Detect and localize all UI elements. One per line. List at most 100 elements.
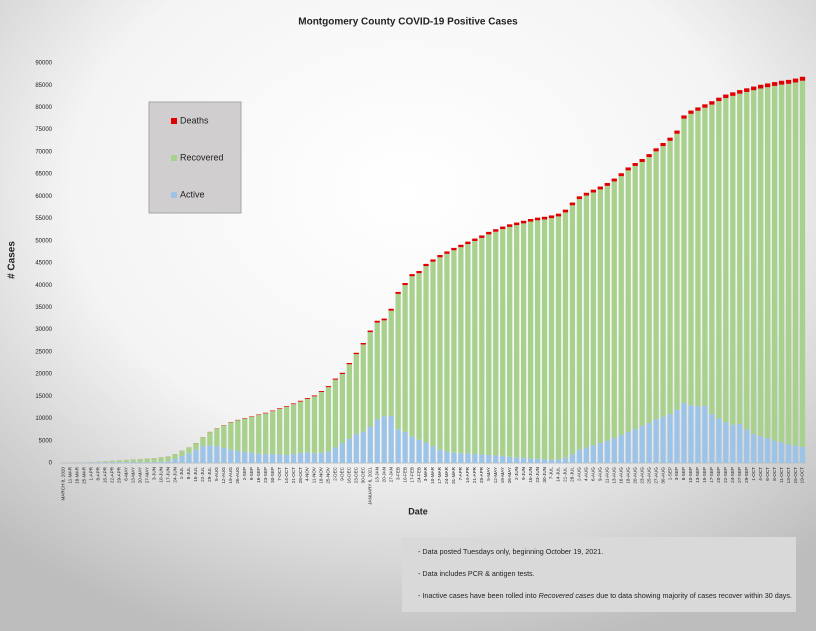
bar-segment: [353, 434, 359, 463]
bar-segment: [507, 226, 513, 457]
x-tick-label: 10-MAR: [430, 466, 435, 484]
bar-segment: [346, 438, 352, 463]
bar-segment: [151, 458, 157, 463]
x-tick-label: 5-MAY: [486, 467, 491, 481]
bar-segment: [325, 387, 332, 452]
x-tick-label: 11-OCT: [779, 467, 784, 483]
bar-segment: [416, 439, 422, 463]
bar-segment: [186, 447, 192, 454]
bar-segment: [269, 411, 276, 455]
bar-segment: [778, 84, 785, 443]
x-tick-label: 24-FEB: [416, 467, 421, 483]
note: - Data posted Tuesdays only, beginning O…: [418, 547, 603, 556]
bar-segment: [751, 434, 757, 463]
x-tick-label: 25-AUG: [646, 467, 651, 484]
y-tick-label: 70000: [35, 149, 52, 155]
bar-segment: [758, 436, 764, 463]
bar-segment: [527, 221, 534, 459]
legend-swatch: [171, 118, 177, 124]
x-tick-label: 15-JUL: [193, 467, 198, 482]
x-tick-label: 13-AUG: [611, 467, 616, 484]
x-tick-label: 7-JUL: [549, 467, 554, 480]
bar-segment: [263, 454, 269, 463]
bar-segment: [339, 372, 346, 374]
x-tick-label: 20-SEP: [716, 467, 721, 483]
y-tick-label: 75000: [35, 127, 52, 133]
x-tick-label: 8-APR: [96, 466, 101, 480]
x-tick-label: 7-APR: [458, 466, 463, 480]
bar-segment: [297, 401, 304, 453]
x-tick-label: 7-OCT: [277, 467, 282, 481]
y-tick-label: 45000: [35, 261, 52, 267]
bar-segment: [116, 460, 122, 463]
bar-segment: [583, 447, 590, 463]
bar-segment: [228, 449, 234, 463]
bar-segment: [409, 276, 415, 437]
bar-segment: [472, 238, 478, 241]
bar-segment: [318, 452, 325, 463]
bar-segment: [625, 167, 631, 171]
bar-segment: [744, 429, 750, 463]
x-tick-label: 27-SEP: [737, 467, 742, 483]
bar-segment: [646, 157, 652, 423]
x-tick-label: 19-OCT: [800, 467, 805, 484]
bar-segment: [158, 457, 164, 462]
bar-segment: [765, 83, 771, 88]
bar-segment: [632, 429, 638, 463]
x-tick-label: 2-DEC: [333, 466, 338, 480]
bar-segment: [576, 199, 583, 450]
bar-segment: [758, 88, 764, 437]
x-tick-label: 22-JUL: [200, 467, 205, 482]
bar-segment: [534, 217, 541, 221]
bar-segment: [465, 453, 471, 463]
bar-segment: [653, 151, 659, 420]
x-tick-label: 26-MAY: [507, 467, 512, 483]
bar-segment: [304, 452, 311, 463]
x-tick-label: 6-AUG: [591, 467, 596, 481]
bar-segment: [576, 196, 583, 200]
bar-segment: [611, 438, 617, 463]
bar-segment: [618, 435, 624, 463]
bar-segment: [353, 354, 359, 435]
bar-segment: [778, 80, 785, 85]
bar-segment: [520, 220, 527, 224]
x-tick-label: 9-AUG: [598, 467, 603, 481]
x-tick-label: 1-JUL: [179, 467, 184, 480]
note: - Inactive cases have been rolled into R…: [418, 591, 792, 600]
bar-segment: [785, 444, 792, 463]
bar-segment: [479, 235, 485, 238]
bar-segment: [751, 86, 757, 91]
bar-segment: [562, 212, 569, 458]
x-tick-label: 30-DEC: [360, 466, 365, 483]
bar-segment: [409, 436, 415, 463]
bar-segment: [256, 414, 262, 416]
bar-segment: [332, 447, 339, 463]
bar-segment: [702, 405, 708, 463]
x-tick-label: 16-SEP: [256, 467, 261, 483]
x-tick-label: 4-AUG: [584, 467, 589, 481]
y-tick-label: 5000: [39, 438, 53, 444]
bar-segment: [660, 143, 666, 147]
bar-segment: [200, 437, 206, 447]
bar-segment: [256, 415, 262, 454]
bar-segment: [667, 414, 673, 463]
bar-segment: [283, 455, 290, 463]
x-tick-label: 23-SEP: [263, 467, 268, 483]
bar-segment: [562, 209, 569, 213]
bar-segment: [604, 185, 610, 441]
bar-segment: [339, 373, 346, 443]
x-tick-label: 19-MAY: [500, 467, 505, 483]
x-tick-label: 17-JUN: [165, 467, 170, 483]
y-tick-label: 25000: [35, 349, 52, 355]
bar-segment: [346, 363, 352, 365]
bar-segment: [256, 453, 262, 463]
x-tick-label: 10-SEP: [688, 467, 693, 483]
bar-segment: [583, 192, 590, 196]
bar-segment: [193, 443, 199, 450]
bar-segment: [514, 222, 520, 226]
x-tick-label: 2-JUN: [514, 467, 519, 480]
bar-segment: [395, 291, 401, 294]
bar-segment: [500, 229, 506, 456]
bar-segment: [458, 247, 464, 454]
bar-segment: [353, 352, 359, 355]
